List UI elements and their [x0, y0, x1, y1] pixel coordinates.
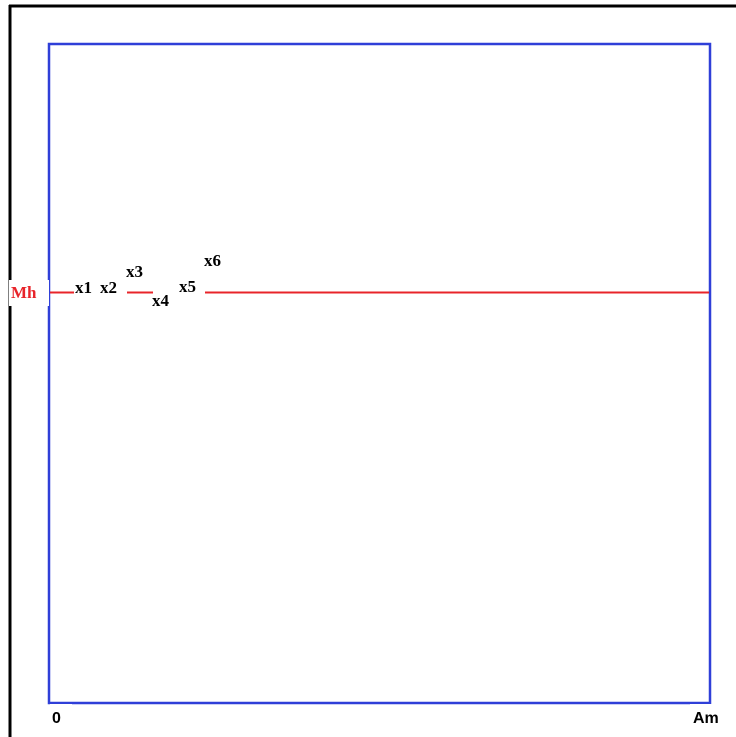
plot-frame: [47, 42, 712, 705]
marker-label-x2: x2: [100, 278, 117, 297]
marker-label-x3: x3: [126, 262, 143, 281]
axis-start-label-bg: [50, 704, 72, 726]
marker-label-x6: x6: [204, 251, 221, 270]
marker-label-x4: x4: [152, 291, 170, 310]
marker-label-x5: x5: [179, 277, 196, 296]
axis-end-label-bg: [690, 704, 736, 726]
marker-label-x1: x1: [75, 278, 92, 297]
level-label: Mh: [11, 283, 37, 302]
level-label-bg: [9, 280, 49, 306]
axis-end-label: Am: [693, 710, 719, 727]
axis-start-label: 0: [52, 710, 61, 727]
